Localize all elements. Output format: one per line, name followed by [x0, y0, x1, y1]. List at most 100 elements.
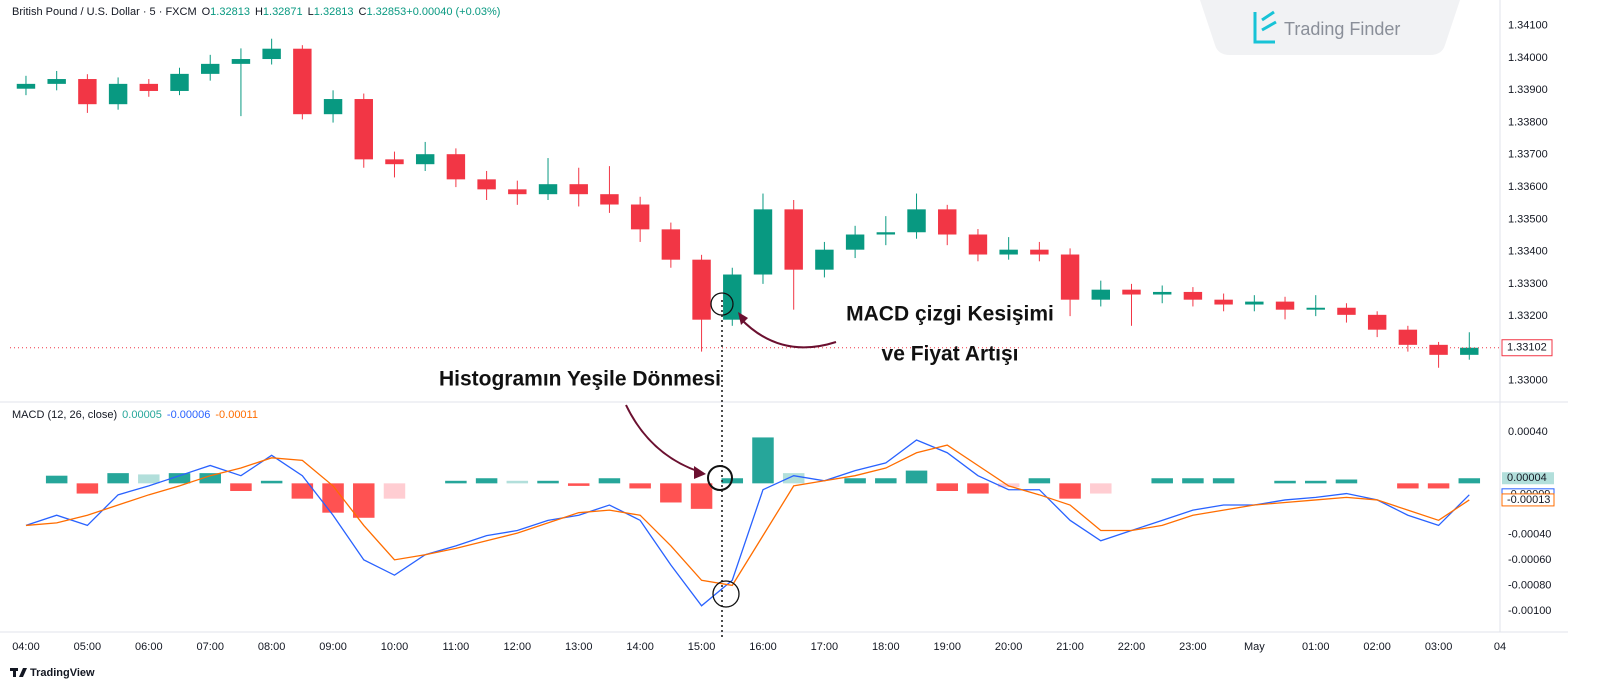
candle-body	[1183, 291, 1203, 300]
histogram-bar	[475, 478, 498, 484]
x-tick-label: 11:00	[443, 641, 470, 653]
candle-body	[1060, 254, 1080, 300]
histogram-bar	[752, 437, 774, 484]
histogram-bar	[138, 474, 160, 484]
histogram-bar	[629, 483, 651, 489]
histogram-bar	[291, 483, 314, 499]
annotation: ve Fiyat Artışı	[882, 343, 1019, 366]
candle-body	[815, 249, 834, 270]
arrow	[625, 404, 701, 473]
last-value-label: -0.00013	[1507, 494, 1550, 506]
indicator-value: -0.00011	[215, 409, 258, 421]
x-tick-label: 23:00	[1179, 641, 1207, 653]
x-tick-label: 13:00	[565, 641, 593, 653]
candle-body	[569, 184, 588, 195]
candle-body	[323, 99, 343, 115]
histogram-bar	[1458, 478, 1481, 484]
candle-body	[538, 184, 558, 195]
candle-body	[385, 159, 404, 165]
candle-body	[1367, 314, 1387, 330]
x-tick-label: 04	[1494, 641, 1506, 653]
y-tick-label: 1.34000	[1508, 52, 1548, 64]
candle-body	[1398, 329, 1418, 345]
histogram-bar	[506, 480, 529, 484]
x-tick-label: 20:00	[995, 641, 1023, 653]
candle-body	[753, 209, 773, 275]
y-tick-label: -0.00080	[1508, 579, 1551, 591]
histogram-bar	[1028, 478, 1051, 484]
x-tick-label: 17:00	[811, 641, 839, 653]
candle-body	[1306, 307, 1325, 310]
histogram-bar	[383, 483, 406, 499]
histogram-bar	[1427, 483, 1450, 489]
candle-body	[1091, 289, 1110, 300]
candle-body	[16, 83, 36, 89]
candle-body	[446, 154, 466, 180]
candle-body	[231, 59, 251, 64]
histogram-bar	[1304, 480, 1327, 484]
histogram-bar	[660, 483, 682, 503]
candle-body	[170, 73, 189, 91]
y-tick-label: 1.33300	[1508, 278, 1548, 290]
histogram-bar	[76, 483, 99, 494]
histogram-bar	[905, 470, 928, 484]
arrow	[739, 317, 837, 349]
candle-body	[1214, 299, 1233, 305]
x-tick-label: 14:00	[626, 641, 654, 653]
candle-body	[845, 234, 865, 250]
y-tick-label: 1.33400	[1508, 246, 1548, 258]
candle-body	[477, 179, 496, 190]
y-tick-label: 1.33500	[1508, 213, 1548, 225]
last-value-label: 0.00004	[1507, 472, 1547, 484]
watermark-logo	[1253, 10, 1277, 44]
histogram-bar	[782, 473, 805, 484]
candle-body	[1030, 249, 1049, 255]
macd-line	[25, 439, 1470, 607]
histogram-bar	[1397, 483, 1419, 489]
annotation: Histogramın Yeşile Dönmesi	[439, 368, 721, 391]
x-tick-label: 08:00	[258, 641, 286, 653]
histogram-bar	[1274, 480, 1296, 484]
signal-line	[25, 444, 1470, 587]
header-value: 1.32813	[210, 6, 250, 18]
x-tick-label: 21:00	[1056, 641, 1084, 653]
last-value-box	[1501, 493, 1555, 507]
candle-body	[600, 194, 619, 205]
histogram-bar	[1151, 478, 1173, 484]
histogram-bar	[844, 478, 866, 484]
indicator-value: -0.00006	[167, 409, 210, 421]
x-tick-label: 03:00	[1425, 641, 1453, 653]
histogram-bar	[875, 478, 897, 484]
header-value: 1.32853	[367, 6, 407, 18]
histogram-bar	[1090, 483, 1112, 494]
last-value-box	[1502, 472, 1554, 485]
highlight-circle	[707, 465, 733, 491]
y-tick-label: 1.33600	[1508, 181, 1548, 193]
candle-body	[78, 79, 97, 105]
indicator-title: MACD (12, 26, close)	[12, 409, 117, 421]
indicator-header: MACD (12, 26, close) 0.00005 -0.00006 -0.00…	[12, 409, 258, 421]
highlight-circle	[712, 580, 740, 608]
y-tick-label: 1.33800	[1508, 116, 1548, 128]
histogram-bar	[690, 483, 713, 509]
candle-body	[47, 79, 66, 84]
candle-body	[415, 154, 435, 165]
header-key: L	[308, 6, 314, 18]
candle-body	[630, 204, 650, 230]
highlight-circle	[710, 292, 734, 316]
y-tick-label: -0.00060	[1508, 554, 1551, 566]
candle-body	[692, 259, 711, 320]
histogram-bar	[1212, 478, 1235, 484]
header-key: O	[202, 6, 211, 18]
y-tick-label: -0.00100	[1508, 605, 1551, 617]
histogram-bar	[445, 480, 467, 484]
candle-body	[293, 48, 312, 115]
watermark-text: Trading Finder	[1284, 19, 1400, 39]
footer-text: TradingView	[30, 667, 95, 679]
candle-body	[354, 99, 373, 160]
candle-body	[968, 234, 988, 255]
histogram-bar	[1335, 479, 1358, 484]
y-tick-label: 1.34100	[1508, 20, 1548, 32]
